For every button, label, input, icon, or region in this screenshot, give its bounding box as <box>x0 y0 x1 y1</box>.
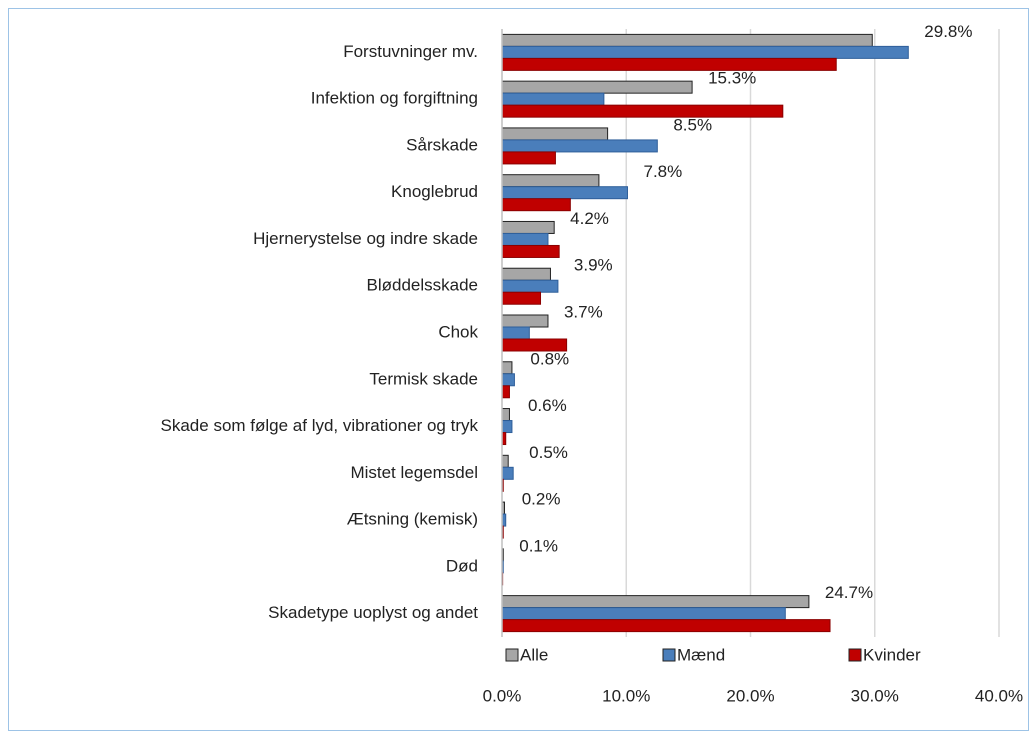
legend-swatch <box>505 648 519 662</box>
bar <box>501 198 571 212</box>
bar <box>501 326 530 340</box>
data-label: 0.5% <box>529 443 568 462</box>
bar <box>501 232 549 246</box>
y-tick-label: Skade som følge af lyd, vibrationer og t… <box>161 416 479 435</box>
bar <box>501 595 810 609</box>
bar <box>501 408 510 422</box>
bar <box>501 139 658 153</box>
bar <box>501 279 559 293</box>
y-tick-label: Hjernerystelse og indre skade <box>253 229 478 248</box>
bar <box>501 314 549 328</box>
legend-swatch <box>848 648 862 662</box>
bar <box>501 33 873 47</box>
legend-label: Mænd <box>677 645 725 664</box>
legend-swatch <box>662 648 676 662</box>
y-tick-label: Skadetype uoplyst og andet <box>268 603 478 622</box>
data-label: 29.8% <box>924 22 972 41</box>
bar <box>501 80 693 94</box>
y-tick-label: Mistet legemsdel <box>350 463 478 482</box>
data-label: 3.7% <box>564 302 603 321</box>
data-label: 0.6% <box>528 396 567 415</box>
data-label: 8.5% <box>673 115 712 134</box>
bar <box>501 45 909 59</box>
data-label: 0.1% <box>519 536 558 555</box>
x-tick-label: 0.0% <box>483 686 522 705</box>
bar <box>501 267 551 281</box>
data-label: 15.3% <box>708 69 756 88</box>
y-tick-label: Bløddelsskade <box>366 276 478 295</box>
y-tick-label: Sårskade <box>406 135 478 154</box>
y-tick-label: Termisk skade <box>369 369 478 388</box>
y-tick-label: Infektion og forgiftning <box>311 89 478 108</box>
bar <box>501 92 605 106</box>
bar <box>501 174 600 188</box>
legend-label: Kvinder <box>863 645 921 664</box>
y-tick-label: Ætsning (kemisk) <box>347 510 478 529</box>
y-tick-label: Knoglebrud <box>391 182 478 201</box>
y-tick-label: Chok <box>438 322 478 341</box>
x-tick-label: 10.0% <box>602 686 650 705</box>
legend-label: Alle <box>520 645 548 664</box>
x-tick-label: 20.0% <box>726 686 774 705</box>
bar <box>501 607 786 621</box>
bar <box>501 127 609 141</box>
x-tick-label: 30.0% <box>851 686 899 705</box>
bar <box>501 151 556 165</box>
bar <box>501 104 784 118</box>
bar <box>501 385 510 399</box>
y-tick-label: Død <box>446 556 478 575</box>
bar <box>501 619 831 633</box>
y-tick-label: Forstuvninger mv. <box>343 42 478 61</box>
bar <box>501 454 509 468</box>
bar <box>501 420 513 434</box>
bar <box>501 361 513 375</box>
bar <box>501 220 555 234</box>
data-label: 3.9% <box>574 256 613 275</box>
data-label: 4.2% <box>570 209 609 228</box>
data-label: 0.2% <box>522 490 561 509</box>
data-label: 0.8% <box>530 349 569 368</box>
bar <box>501 57 837 71</box>
bar <box>501 373 515 387</box>
bar <box>501 291 542 305</box>
x-tick-label: 40.0% <box>975 686 1023 705</box>
data-label: 7.8% <box>643 162 682 181</box>
bar <box>501 244 560 258</box>
bar <box>501 186 628 200</box>
bar <box>501 466 514 480</box>
data-label: 24.7% <box>825 583 873 602</box>
